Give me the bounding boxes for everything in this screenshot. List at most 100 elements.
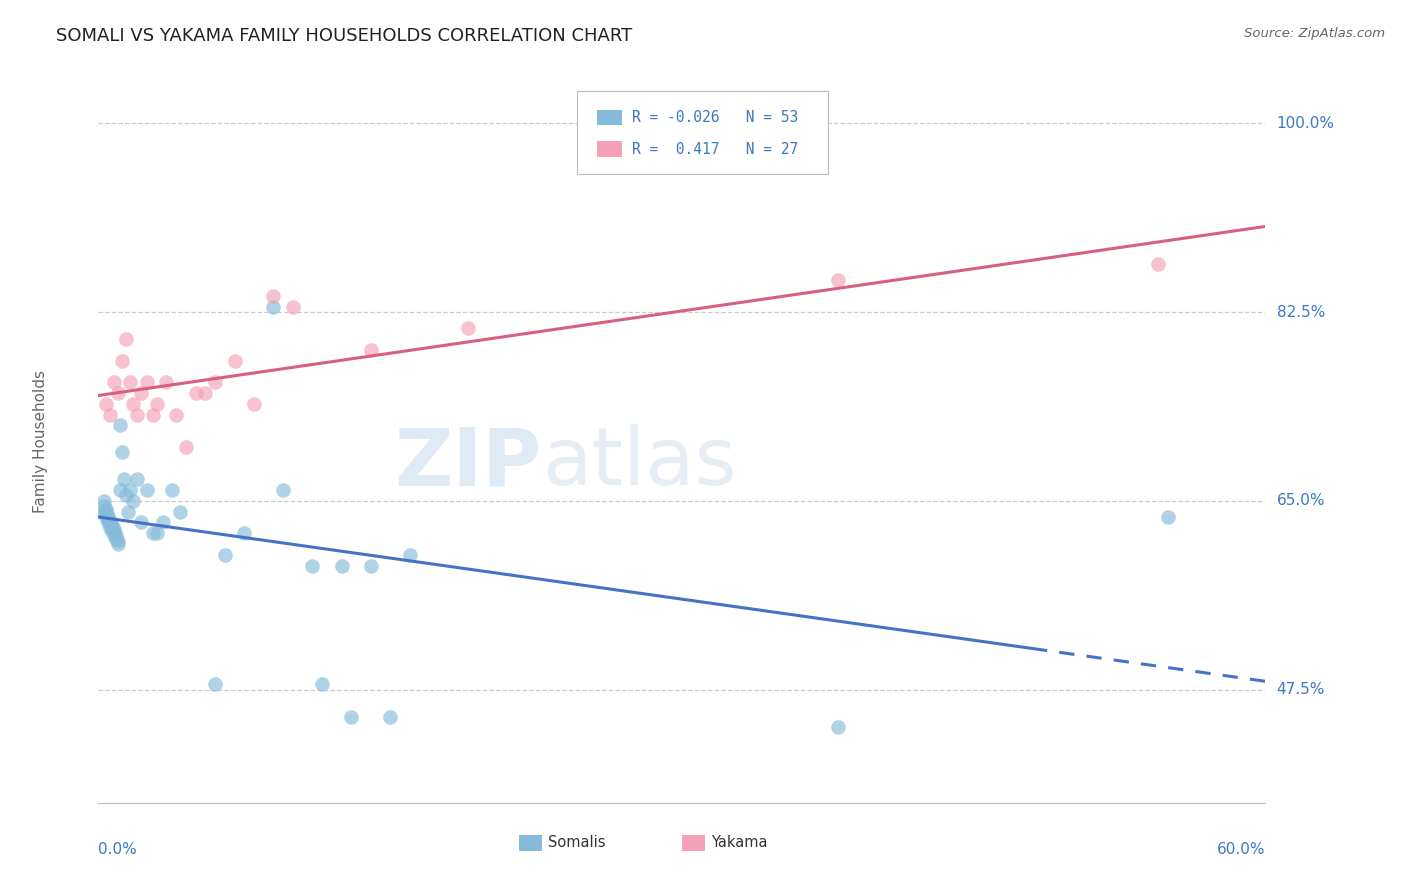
Point: [97, 512, 120, 526]
FancyBboxPatch shape: [576, 91, 828, 174]
Point: [174, 440, 197, 454]
Point: [112, 472, 135, 486]
Point: [104, 528, 127, 542]
Point: [827, 720, 849, 734]
Point: [93, 493, 115, 508]
Point: [146, 526, 169, 541]
Point: [360, 558, 382, 573]
Point: [146, 397, 169, 411]
Text: Source: ZipAtlas.com: Source: ZipAtlas.com: [1244, 27, 1385, 40]
Point: [114, 332, 136, 346]
Point: [1157, 510, 1180, 524]
Point: [122, 397, 145, 411]
Point: [104, 532, 127, 546]
Point: [97, 516, 120, 530]
FancyBboxPatch shape: [519, 835, 541, 851]
Point: [224, 353, 246, 368]
Point: [204, 677, 226, 691]
FancyBboxPatch shape: [596, 110, 623, 126]
Point: [98, 408, 121, 422]
Point: [262, 300, 284, 314]
Point: [114, 488, 136, 502]
Point: [380, 709, 402, 723]
Text: atlas: atlas: [541, 425, 737, 502]
Point: [136, 483, 159, 497]
Point: [827, 273, 849, 287]
Point: [96, 507, 118, 521]
Point: [103, 376, 125, 390]
Point: [96, 502, 118, 516]
Point: [93, 500, 115, 514]
Point: [103, 525, 125, 540]
Point: [111, 445, 134, 459]
Point: [101, 517, 124, 532]
Point: [1147, 257, 1170, 271]
Point: [360, 343, 382, 357]
Text: 0.0%: 0.0%: [98, 842, 138, 856]
Point: [194, 386, 217, 401]
Text: 100.0%: 100.0%: [1277, 116, 1334, 131]
Point: [169, 505, 191, 519]
Point: [184, 386, 207, 401]
Point: [122, 493, 145, 508]
Point: [301, 558, 323, 573]
Point: [129, 386, 152, 401]
Point: [101, 524, 124, 538]
Point: [118, 483, 141, 497]
Point: [214, 548, 236, 562]
Point: [155, 376, 177, 390]
Point: [127, 408, 149, 422]
Point: [103, 522, 125, 536]
Point: [204, 376, 226, 390]
Point: [243, 397, 266, 411]
Point: [98, 517, 121, 532]
Point: [117, 505, 139, 519]
Text: 47.5%: 47.5%: [1277, 682, 1324, 697]
Point: [96, 503, 118, 517]
Text: 82.5%: 82.5%: [1277, 305, 1324, 319]
Point: [127, 472, 149, 486]
Point: [93, 505, 115, 519]
Point: [98, 514, 121, 528]
Point: [101, 521, 124, 535]
Text: R =  0.417   N = 27: R = 0.417 N = 27: [631, 142, 799, 157]
Text: SOMALI VS YAKAMA FAMILY HOUSEHOLDS CORRELATION CHART: SOMALI VS YAKAMA FAMILY HOUSEHOLDS CORRE…: [56, 27, 633, 45]
Text: 65.0%: 65.0%: [1277, 493, 1324, 508]
Point: [142, 408, 165, 422]
Point: [111, 353, 134, 368]
Text: 60.0%: 60.0%: [1218, 842, 1265, 856]
Point: [152, 516, 174, 530]
Text: Family Households: Family Households: [32, 370, 48, 513]
Point: [271, 483, 294, 497]
Point: [136, 376, 159, 390]
Point: [142, 526, 165, 541]
Text: Yakama: Yakama: [711, 835, 768, 850]
Point: [96, 397, 118, 411]
Point: [281, 300, 304, 314]
FancyBboxPatch shape: [682, 835, 706, 851]
Point: [118, 376, 141, 390]
Point: [107, 386, 129, 401]
Point: [107, 533, 129, 548]
Point: [108, 483, 131, 497]
Point: [457, 321, 479, 335]
Point: [108, 418, 131, 433]
Text: R = -0.026   N = 53: R = -0.026 N = 53: [631, 110, 799, 125]
Point: [97, 508, 120, 523]
Point: [98, 521, 121, 535]
FancyBboxPatch shape: [596, 142, 623, 157]
Text: ZIP: ZIP: [395, 425, 541, 502]
Text: Somalis: Somalis: [548, 835, 605, 850]
Point: [107, 537, 129, 551]
Point: [233, 526, 256, 541]
Point: [165, 408, 187, 422]
Point: [398, 548, 420, 562]
Point: [162, 483, 184, 497]
Point: [262, 289, 284, 303]
Point: [103, 528, 125, 542]
Point: [340, 709, 363, 723]
Point: [311, 677, 333, 691]
Point: [129, 516, 152, 530]
Point: [330, 558, 353, 573]
Point: [96, 510, 118, 524]
